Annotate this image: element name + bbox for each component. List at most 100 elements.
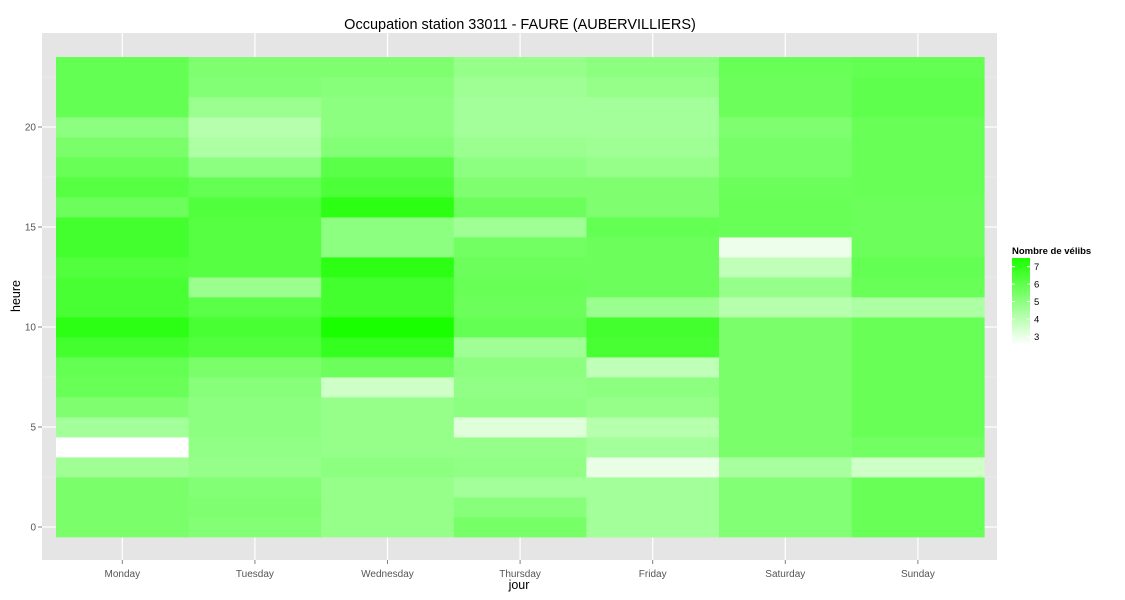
heatmap-tile [321,297,455,318]
heatmap-tile [851,497,985,518]
heatmap-tile [453,437,587,458]
heatmap-tile [453,297,587,318]
legend-tick-label: 7 [1034,262,1039,273]
heatmap-tile [453,77,587,98]
heatmap-tile [321,357,455,378]
heatmap-tile [56,197,189,218]
heatmap-tile [453,397,587,418]
x-tick-label: Wednesday [361,569,414,580]
heatmap-tile [851,117,985,138]
heatmap-tile [321,257,455,278]
heatmap-tile [56,217,189,238]
heatmap-tile [851,57,985,78]
y-axis-title: heure [9,280,23,312]
x-tick-label: Saturday [765,569,805,580]
heatmap-tile [719,277,852,298]
heatmap-tile [719,57,852,78]
heatmap-tile [56,137,189,158]
heatmap-tile [719,217,852,238]
heatmap-tile [719,357,852,378]
heatmap-tile [56,277,189,298]
heatmap-tile [586,217,720,238]
y-tick-label: 15 [25,223,37,234]
heatmap-tile [719,397,852,418]
heatmap-tile [56,397,189,418]
heatmap-tile [719,297,852,318]
heatmap-tile [188,197,322,218]
x-axis-title: jour [508,578,530,592]
heatmap-tile [719,417,852,438]
heatmap-tile [56,337,189,358]
legend-title: Nombre de vélibs [1012,246,1091,257]
heatmap-tile [719,77,852,98]
heatmap-tile [851,137,985,158]
x-tick-label: Thursday [499,569,541,580]
heatmap-tile [453,237,587,258]
heatmap-tile [453,157,587,178]
heatmap-tile [851,77,985,98]
heatmap-tile [719,317,852,338]
heatmap-tile [321,217,455,238]
heatmap-tile [321,437,455,458]
heatmap-tile [188,117,322,138]
heatmap-tile [586,177,720,198]
heatmap-tile [56,457,189,478]
heatmap-tile [188,377,322,398]
heatmap-tile [321,337,455,358]
heatmap-tile [321,237,455,258]
heatmap-tile [453,357,587,378]
heatmap-tile [719,117,852,138]
heatmap-tile [851,397,985,418]
heatmap-tile [321,197,455,218]
heatmap-tile [321,137,455,158]
heatmap-tile [321,77,455,98]
heatmap-tile [453,477,587,498]
heatmap-tile [851,257,985,278]
heatmap-tile [586,257,720,278]
heatmap-tile [453,197,587,218]
heatmap-tile [188,257,322,278]
heatmap-tile [56,237,189,258]
heatmap-tile [851,157,985,178]
heatmap-tile [453,177,587,198]
heatmap-tile [56,477,189,498]
heatmap-tile [321,117,455,138]
legend-tick-label: 4 [1034,314,1039,325]
heatmap-tile [851,317,985,338]
heatmap-tile [719,477,852,498]
heatmap-tile [188,137,322,158]
heatmap-tile [188,497,322,518]
x-tick-label: Monday [105,569,141,580]
heatmap-tile [586,517,720,538]
heatmap-tile [321,417,455,438]
heatmap-tile [453,117,587,138]
heatmap-tile [719,137,852,158]
legend-colorbar [1012,258,1030,345]
legend-tick-label: 6 [1034,280,1039,291]
heatmap-tile [719,517,852,538]
heatmap-tile [321,477,455,498]
heatmap-tile [586,497,720,518]
heatmap-tile [321,57,455,78]
heatmap-tiles [56,57,985,538]
heatmap-tile [851,237,985,258]
heatmap-tile [851,217,985,238]
heatmap-tile [851,377,985,398]
heatmap-tile [453,277,587,298]
heatmap-tile [188,437,322,458]
heatmap-tile [56,177,189,198]
y-tick-label: 20 [25,123,37,134]
x-axis: Monday Tuesday Wednesday Thursday Friday Satu… [105,560,935,580]
heatmap-tile [586,377,720,398]
heatmap-tile [586,437,720,458]
heatmap-tile [586,277,720,298]
heatmap-tile [586,237,720,258]
heatmap-tile [453,457,587,478]
heatmap-tile [586,57,720,78]
heatmap-tile [586,297,720,318]
heatmap-tile [851,337,985,358]
heatmap-tile [851,457,985,478]
x-tick-label: Tuesday [236,569,274,580]
heatmap-tile [321,457,455,478]
